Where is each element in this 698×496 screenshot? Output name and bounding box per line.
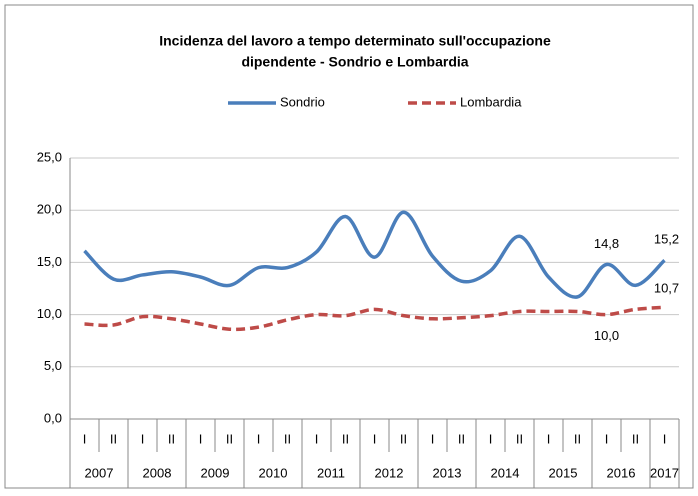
x-tick-label: I bbox=[257, 431, 261, 446]
x-tick-label: II bbox=[400, 431, 407, 446]
y-tick-label: 10,0 bbox=[37, 306, 62, 321]
x-tick-label: II bbox=[342, 431, 349, 446]
x-tick-label: I bbox=[489, 431, 493, 446]
series-line bbox=[83, 210, 666, 299]
x-tick-label: I bbox=[547, 431, 551, 446]
x-tick-label: I bbox=[199, 431, 203, 446]
x-tick-label: II bbox=[458, 431, 465, 446]
x-tick-label: II bbox=[168, 431, 175, 446]
x-tick-label: I bbox=[315, 431, 319, 446]
x-tick-label: I bbox=[373, 431, 377, 446]
y-tick-label: 20,0 bbox=[37, 202, 62, 217]
x-group-label: 2012 bbox=[375, 465, 404, 480]
x-tick-label: I bbox=[663, 431, 667, 446]
legend-label: Lombardia bbox=[460, 94, 522, 109]
x-tick-label: I bbox=[141, 431, 145, 446]
data-label: 10,7 bbox=[654, 281, 679, 296]
x-group-label: 2007 bbox=[85, 465, 114, 480]
x-tick-label: I bbox=[431, 431, 435, 446]
data-label: 14,8 bbox=[594, 236, 619, 251]
chart-title: dipendente - Sondrio e Lombardia bbox=[241, 54, 468, 70]
x-tick-label: I bbox=[83, 431, 87, 446]
data-label: 15,2 bbox=[654, 232, 679, 247]
x-group-label: 2009 bbox=[201, 465, 230, 480]
series-line bbox=[84, 305, 665, 332]
x-tick-label: II bbox=[574, 431, 581, 446]
chart-title: Incidenza del lavoro a tempo determinato… bbox=[159, 33, 551, 49]
x-group-label: 2015 bbox=[549, 465, 578, 480]
x-group-label: 2008 bbox=[143, 465, 172, 480]
x-tick-label: II bbox=[516, 431, 523, 446]
x-tick-label: II bbox=[226, 431, 233, 446]
x-group-label: 2013 bbox=[433, 465, 462, 480]
y-tick-label: 5,0 bbox=[44, 358, 62, 373]
x-tick-label: I bbox=[605, 431, 609, 446]
legend-label: Sondrio bbox=[280, 94, 325, 109]
x-group-label: 2010 bbox=[259, 465, 288, 480]
x-group-label: 2017 bbox=[650, 465, 679, 480]
x-group-label: 2011 bbox=[317, 465, 345, 480]
x-group-label: 2016 bbox=[607, 465, 636, 480]
chart-frame bbox=[4, 4, 694, 489]
x-group-label: 2014 bbox=[491, 465, 520, 480]
y-tick-label: 25,0 bbox=[37, 149, 62, 164]
x-tick-label: II bbox=[632, 431, 639, 446]
y-tick-label: 15,0 bbox=[37, 254, 62, 269]
data-label: 10,0 bbox=[594, 328, 619, 343]
x-tick-label: II bbox=[284, 431, 291, 446]
x-tick-label: II bbox=[110, 431, 117, 446]
y-tick-label: 0,0 bbox=[44, 410, 62, 425]
